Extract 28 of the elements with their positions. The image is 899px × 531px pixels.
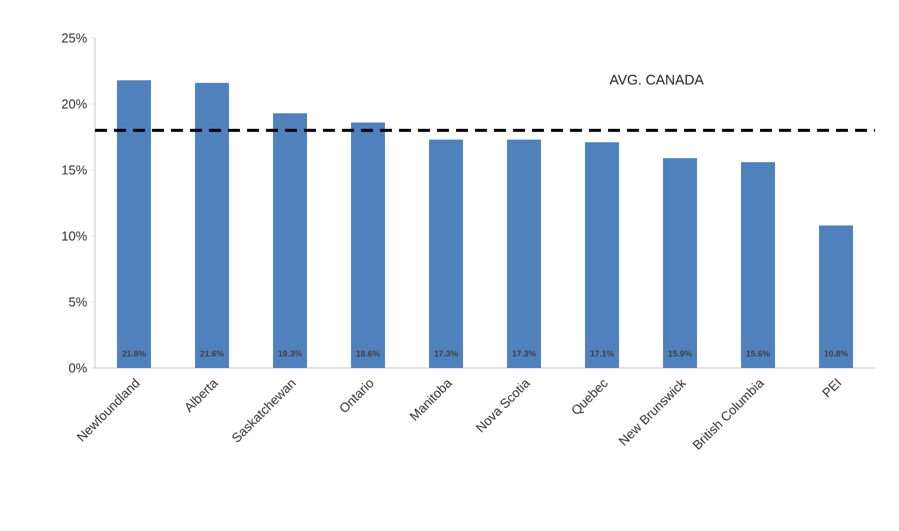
data-label: 15.6% [746, 350, 770, 357]
bar [351, 122, 386, 368]
data-label: 17.3% [434, 350, 458, 357]
y-tick-label: 15% [62, 165, 87, 175]
bar [195, 82, 230, 368]
data-label: 10.8% [824, 350, 848, 357]
bar [663, 158, 698, 368]
y-tick-label: 20% [62, 99, 87, 109]
data-label: 21.6% [200, 350, 224, 357]
y-tick-label: 10% [62, 231, 87, 241]
data-label: 19.3% [278, 350, 302, 357]
data-label: 21.8% [122, 350, 146, 357]
data-label: 17.3% [512, 350, 536, 357]
y-tick-label: 0% [69, 363, 87, 373]
bar [507, 140, 542, 368]
y-tick-label: 5% [69, 297, 87, 307]
data-label: 15.9% [668, 350, 692, 357]
bar [819, 225, 854, 368]
x-tick-label: PEI [822, 378, 842, 398]
ref-line-label: AVG. CANADA [609, 74, 704, 85]
bar [585, 142, 620, 368]
y-tick-label: 25% [62, 33, 87, 43]
data-label: 17.1% [590, 350, 614, 357]
bar [273, 113, 308, 368]
bar [117, 80, 151, 368]
bar [741, 162, 776, 368]
data-label: 18.6% [356, 350, 380, 357]
bar [429, 140, 464, 368]
